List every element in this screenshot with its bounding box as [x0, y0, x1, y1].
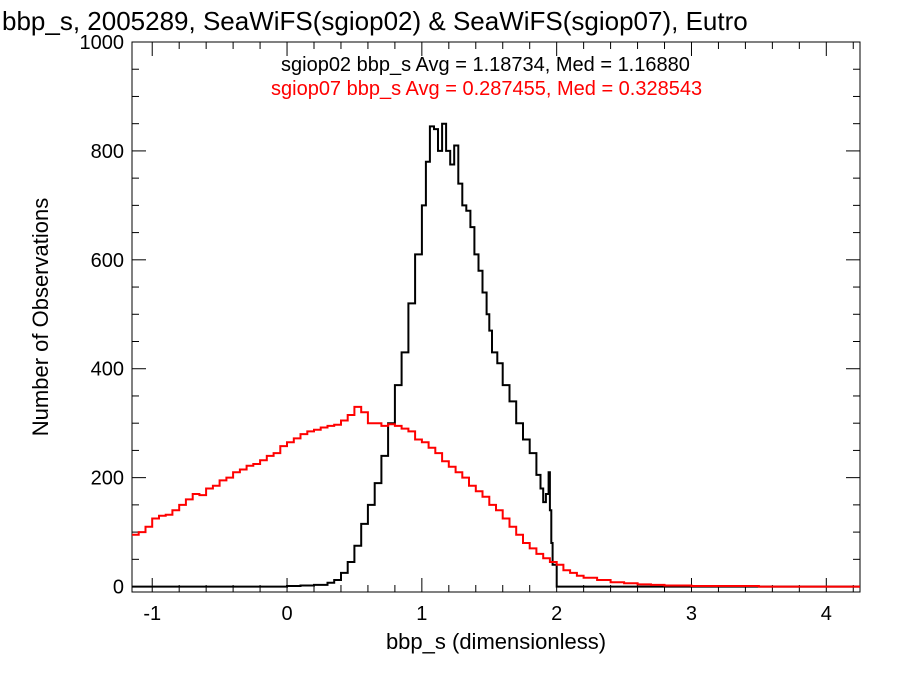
- x-tick-label: -1: [143, 603, 161, 625]
- y-tick-label: 200: [91, 468, 124, 490]
- x-tick-label: 2: [551, 603, 562, 625]
- y-tick-label: 600: [91, 250, 124, 272]
- x-tick-label: 4: [821, 603, 832, 625]
- chart-title: bbp_s, 2005289, SeaWiFS(sgiop02) & SeaWi…: [2, 6, 748, 36]
- series-line-0: [132, 122, 860, 588]
- y-tick-label: 1000: [80, 32, 125, 54]
- x-tick-label: 0: [281, 603, 292, 625]
- axis-ticks: -1 0 1 2 3 4 0 200 400 600 800 1000: [80, 32, 860, 625]
- series-line-1: [132, 405, 860, 588]
- plot-frame: [131, 41, 861, 593]
- y-axis-label: Number of Observations: [28, 198, 53, 436]
- x-tick-label: 1: [416, 603, 427, 625]
- series-layer: [132, 122, 860, 588]
- x-tick-label: 3: [686, 603, 697, 625]
- y-tick-label: 400: [91, 359, 124, 381]
- y-tick-label: 800: [91, 141, 124, 163]
- x-axis-label: bbp_s (dimensionless): [386, 629, 606, 654]
- annotation-sgiop02: sgiop02 bbp_s Avg = 1.18734, Med = 1.168…: [281, 54, 690, 76]
- y-tick-label: 0: [113, 577, 124, 599]
- annotation-sgiop07: sgiop07 bbp_s Avg = 0.287455, Med = 0.32…: [271, 78, 702, 100]
